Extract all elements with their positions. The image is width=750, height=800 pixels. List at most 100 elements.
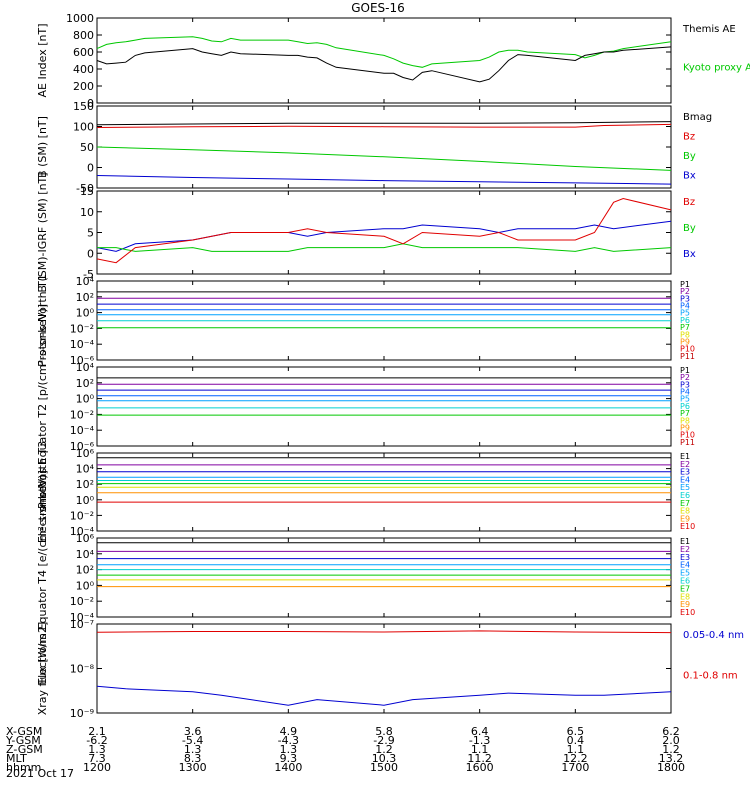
- y-tick-label: 10⁻²: [70, 322, 94, 335]
- ephemeris-row-label: Z-GSM: [6, 743, 43, 756]
- legend-entry: P10: [680, 431, 695, 440]
- y-tick-label: 10⁴: [76, 275, 95, 288]
- legend-entry: E1: [680, 537, 690, 546]
- y-tick-label: 0: [87, 162, 94, 175]
- y-tick-label: 600: [73, 46, 94, 59]
- y-tick-label: 10⁻²: [70, 595, 94, 608]
- y-tick-label: 5: [87, 227, 94, 240]
- y-tick-label: 10⁻⁶: [70, 354, 95, 367]
- y-tick-label: 15: [80, 185, 94, 198]
- legend-entry: E8: [680, 507, 690, 516]
- legend-entry: Bx: [683, 249, 696, 260]
- ephemeris-value: 6.2: [662, 725, 680, 738]
- y-axis-label: Electrons Equator T4 [e/(cm²-s-sr-keV)]: [36, 470, 49, 685]
- y-tick-label: 10⁰: [76, 579, 95, 592]
- legend-entry: E3: [680, 553, 690, 562]
- y-tick-label: 10⁰: [76, 494, 95, 507]
- ephemeris-value: 5.8: [375, 725, 393, 738]
- y-axis-label: AE Index [nT]: [36, 23, 49, 97]
- ephemeris-value: 8.3: [184, 752, 202, 765]
- legend-entry: P9: [680, 337, 690, 346]
- ephemeris-value: 1.1: [471, 743, 489, 756]
- y-tick-label: 800: [73, 29, 94, 42]
- chart-panel-5: 10⁻⁶ 10⁻⁴ 10⁻² 10⁰ 10² 10⁴ Protons Equator T2 …: [36, 304, 695, 509]
- ephemeris-value: 2.0: [662, 734, 680, 747]
- panel-frame: [96, 17, 672, 104]
- ephemeris-value: 1200: [83, 761, 111, 774]
- legend-entry: By: [683, 151, 696, 162]
- y-tick-label: 10⁴: [76, 548, 95, 561]
- y-tick-label: 10⁻⁴: [70, 424, 95, 437]
- legend-entry: Themis AE: [682, 24, 736, 35]
- legend-entry: P2: [680, 287, 690, 296]
- y-tick-label: 10⁰: [76, 307, 95, 320]
- legend-entry: E7: [680, 584, 690, 593]
- legend-entry: P7: [680, 409, 690, 418]
- y-tick-label: 10⁴: [76, 361, 95, 374]
- series-line-bmag: [96, 121, 672, 126]
- legend-entry: E9: [680, 514, 690, 523]
- y-tick-label: 10⁻⁴: [70, 338, 95, 351]
- legend-entry: P1: [680, 366, 690, 375]
- y-tick-label: 10⁴: [76, 463, 95, 476]
- ephemeris-value: 1500: [370, 761, 398, 774]
- ephemeris-value: 7.3: [88, 752, 106, 765]
- y-tick-label: 10⁻⁶: [70, 440, 95, 453]
- series-line-bx: [96, 175, 672, 185]
- legend-entry: P2: [680, 373, 690, 382]
- y-tick-label: -5: [83, 268, 94, 281]
- ephemeris-value: -1.3: [469, 734, 490, 747]
- ephemeris-value: 1700: [561, 761, 589, 774]
- ephemeris-table: X-GSM 2.1 3.6 4.9 5.8 6.4 6.5 6.2 Y-GSM -6.2 -5.4 -…: [5, 725, 685, 774]
- y-tick-label: 1000: [66, 12, 94, 25]
- legend-entry: P6: [680, 316, 690, 325]
- legend-entry: P11: [680, 438, 695, 447]
- y-tick-label: 10⁶: [76, 447, 95, 460]
- ephemeris-value: 1800: [657, 761, 685, 774]
- y-tick-label: 10⁻⁸: [70, 663, 95, 676]
- ephemeris-row-label: Y-GSM: [5, 734, 41, 747]
- y-axis-label: Protons Equator T2 [p/(cm²-s-sr-keV)]: [36, 304, 49, 509]
- legend-entry: By: [683, 223, 696, 234]
- figure-title: GOES-16: [351, 1, 405, 15]
- ephemeris-value: 2.1: [88, 725, 106, 738]
- legend-entry: Bz: [683, 132, 695, 143]
- ephemeris-row-label: X-GSM: [6, 725, 42, 738]
- legend-entry: P3: [680, 380, 690, 389]
- legend-entry: Kyoto proxy AE: [683, 63, 750, 74]
- legend-entry: P1: [680, 280, 690, 289]
- y-axis-label: Electrons North T3: [36, 441, 49, 543]
- y-tick-label: 10⁰: [76, 393, 95, 406]
- ephemeris-value: 6.5: [567, 725, 585, 738]
- ephemeris-value: -2.9: [373, 734, 394, 747]
- chart-panel-1: 0 200 400 600 800 1000 AE Index [nT] Themis AE K…: [36, 12, 750, 110]
- y-tick-label: 10⁻⁷: [70, 618, 94, 631]
- ephemeris-value: -5.4: [182, 734, 203, 747]
- ephemeris-value: 1.3: [280, 743, 298, 756]
- chart-panel-6: 10⁻⁴ 10⁻² 10⁰ 10² 10⁴ 10⁶ Electrons North T3 E1…: [36, 441, 695, 543]
- y-axis-label: Protons North T1: [36, 274, 49, 367]
- legend-entry: Bx: [683, 171, 696, 182]
- legend-entry: E8: [680, 592, 690, 601]
- ephemeris-value: -4.3: [278, 734, 299, 747]
- series-line-by: [97, 243, 672, 252]
- y-tick-label: 0: [87, 97, 94, 110]
- y-tick-label: 100: [73, 121, 94, 134]
- legend-entry: E5: [680, 569, 690, 578]
- y-tick-label: 10²: [76, 291, 94, 304]
- ephemeris-value: 1300: [179, 761, 207, 774]
- y-tick-label: 10⁻²: [70, 509, 94, 522]
- ephemeris-value: 3.6: [184, 725, 202, 738]
- legend-entry: P4: [680, 388, 690, 397]
- legend-entry: E1: [680, 452, 690, 461]
- legend-entry: P8: [680, 330, 690, 339]
- y-tick-label: 10²: [76, 564, 94, 577]
- ephemeris-value: 4.9: [280, 725, 298, 738]
- legend-entry: P8: [680, 416, 690, 425]
- legend-entry: E9: [680, 600, 690, 609]
- legend-entry: P5: [680, 395, 690, 404]
- y-axis-label: Xray flux [W/m2]: [36, 622, 49, 716]
- legend-entry: Bmag: [683, 112, 712, 123]
